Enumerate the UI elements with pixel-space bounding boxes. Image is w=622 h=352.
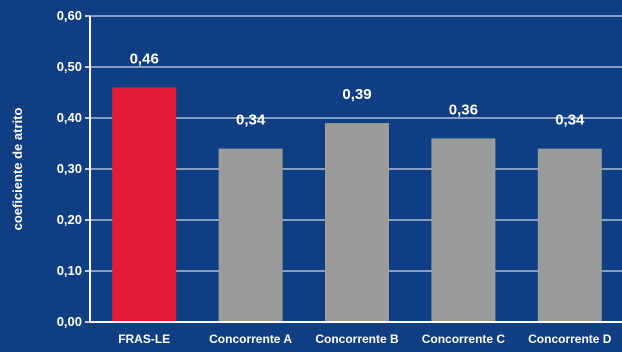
value-label: 0,34 bbox=[236, 112, 266, 129]
x-tick-label: Concorrente A bbox=[209, 332, 292, 346]
y-tick-label: 0,10 bbox=[57, 263, 82, 278]
x-tick-labels: FRAS-LE Concorrente A Concorrente B Concorr… bbox=[118, 332, 612, 346]
x-tick-label: Concorrente D bbox=[528, 332, 612, 346]
value-label: 0,34 bbox=[555, 112, 585, 129]
y-tick-label: 0,30 bbox=[57, 161, 82, 176]
bar bbox=[218, 148, 283, 322]
bar bbox=[537, 148, 602, 322]
y-tick-label: 0,60 bbox=[57, 8, 82, 23]
bars bbox=[112, 87, 602, 323]
value-label: 0,39 bbox=[342, 86, 371, 103]
y-tick-label: 0,40 bbox=[57, 110, 82, 125]
value-label: 0,46 bbox=[130, 50, 159, 67]
x-tick-label: Concorrente B bbox=[315, 332, 399, 346]
y-axis-title: coeficiente de atrito bbox=[10, 108, 25, 231]
y-tick-labels: 0,00 0,10 0,20 0,30 0,40 0,50 0,60 bbox=[57, 8, 90, 329]
x-tick-label: Concorrente C bbox=[422, 332, 506, 346]
y-tick-label: 0,50 bbox=[57, 59, 82, 74]
bar bbox=[325, 123, 389, 322]
x-tick-label: FRAS-LE bbox=[118, 332, 170, 346]
value-labels: 0,46 0,34 0,39 0,36 0,34 bbox=[130, 50, 585, 128]
y-tick-label: 0,20 bbox=[57, 212, 82, 227]
bar bbox=[112, 87, 177, 323]
y-tick-label: 0,00 bbox=[57, 314, 82, 329]
bar bbox=[431, 138, 496, 322]
value-label: 0,36 bbox=[449, 101, 478, 118]
